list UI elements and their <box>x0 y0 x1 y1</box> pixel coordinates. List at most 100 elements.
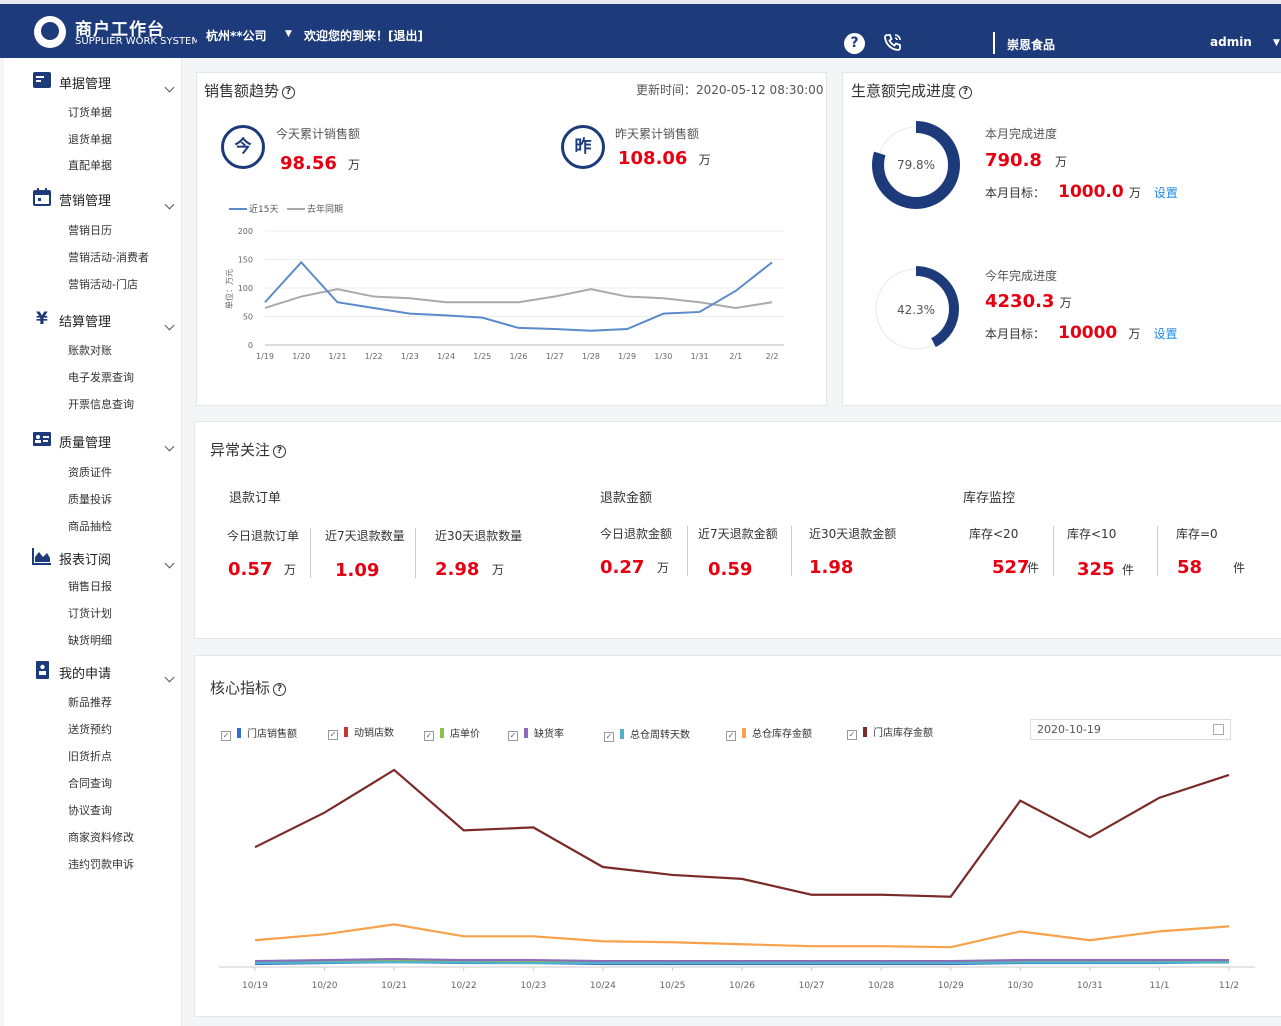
menu-item[interactable]: 营销日历 <box>68 224 112 237</box>
menu-item[interactable]: 商品抽检 <box>68 520 112 533</box>
menu-item[interactable]: 旧货折点 <box>68 750 112 763</box>
month-progress-ring: 79.8% <box>872 121 960 209</box>
menu-head-marketing[interactable]: 营销管理 <box>4 179 182 213</box>
question-icon[interactable]: ? <box>273 445 287 458</box>
card-title: 核心指标? <box>210 677 287 698</box>
menu-item[interactable]: 营销活动-消费者 <box>68 251 149 264</box>
month-target-label: 本月目标： <box>985 186 1046 200</box>
chevron-down-icon[interactable] <box>164 558 175 569</box>
menu-item[interactable]: 营销活动-门店 <box>68 278 138 291</box>
menu-item[interactable]: 新品推荐 <box>68 696 112 709</box>
menu-item[interactable]: 资质证件 <box>68 466 112 479</box>
chevron-down-icon[interactable] <box>164 441 175 452</box>
menu-item[interactable]: 退货单据 <box>68 133 112 146</box>
month-set-link[interactable]: 设置 <box>1153 186 1178 200</box>
chevron-down-icon[interactable] <box>164 672 175 683</box>
menu-item[interactable]: 商家资料修改 <box>68 831 134 844</box>
today-label: 今天累计销售额 <box>276 127 361 141</box>
today-metric: 98.56 万 <box>280 153 360 174</box>
menu-item[interactable]: 合同查询 <box>68 777 112 790</box>
x-tick-label: 11/1 <box>1149 981 1169 991</box>
x-tick-label: 10/30 <box>1007 981 1033 991</box>
legend-label[interactable]: 近15天 <box>249 203 278 215</box>
legend-warehouse-stock[interactable]: ✓ 总仓库存金额 <box>726 728 812 741</box>
help-icon[interactable]: ? <box>844 33 865 54</box>
menu-head-applications[interactable]: 我的申请 <box>4 652 182 686</box>
legend-stockout-rate[interactable]: ✓ 缺货率 <box>508 728 564 741</box>
stat-value: 0.59 <box>708 559 753 580</box>
update-time: 更新时间：2020-05-12 08:30:00 <box>636 83 824 97</box>
user-menu[interactable]: admin <box>1210 35 1252 49</box>
year-set-link[interactable]: 设置 <box>1153 327 1178 341</box>
document-icon <box>33 72 51 88</box>
welcome-logout[interactable]: 欢迎您的到来！[退出] <box>304 29 423 43</box>
menu-item[interactable]: 账款对账 <box>68 344 112 357</box>
menu-item[interactable]: 销售日报 <box>68 580 112 593</box>
inventory-heading: 库存监控 <box>963 491 1016 506</box>
month-target: 本月目标： 1000.0 万 设置 <box>985 182 1178 202</box>
menu-item[interactable]: 缺货明细 <box>68 634 112 647</box>
question-icon[interactable]: ? <box>282 86 296 99</box>
year-progress-ring: 42.3% <box>873 266 959 352</box>
yen-icon: ¥ <box>36 309 48 327</box>
header-divider <box>993 32 995 54</box>
menu-head-quality[interactable]: 质量管理 <box>4 421 182 455</box>
x-tick-label: 1/21 <box>328 352 346 361</box>
yesterday-badge: 昨 <box>561 125 605 169</box>
menu-item[interactable]: 违约罚款申诉 <box>68 858 134 871</box>
menu-item[interactable]: 开票信息查询 <box>68 398 134 411</box>
caret-down-icon[interactable]: ▼ <box>1273 38 1280 48</box>
month-pct-text: 79.8% <box>897 158 935 172</box>
x-tick-label: 1/22 <box>365 352 383 361</box>
menu-item[interactable]: 送货预约 <box>68 723 112 736</box>
stat-unit: 万 <box>657 561 670 575</box>
legend-turnover-days[interactable]: ✓ 总仓周转天数 <box>604 729 690 742</box>
y-tick-label: 200 <box>238 227 253 236</box>
legend-store-price[interactable]: ✓ 店单价 <box>424 728 480 741</box>
menu-item[interactable]: 协议查询 <box>68 804 112 817</box>
date-picker[interactable]: 2020-10-19 <box>1030 719 1231 740</box>
chevron-down-icon[interactable] <box>164 320 175 331</box>
x-tick-label: 10/22 <box>451 981 477 991</box>
month-label: 本月完成进度 <box>985 127 1058 141</box>
menu-item[interactable]: 订货单据 <box>68 106 112 119</box>
y-axis-label: 单位：万元 <box>224 269 234 309</box>
y-tick-label: 100 <box>238 284 253 293</box>
legend-store-stock[interactable]: ✓ 门店库存金额 <box>847 727 933 740</box>
phone-icon[interactable] <box>882 31 904 53</box>
stat-label: 库存=0 <box>1176 527 1218 541</box>
x-tick-label: 1/24 <box>437 352 455 361</box>
today-badge: 今 <box>221 125 265 169</box>
menu-title: 单据管理 <box>59 77 112 92</box>
menu-head-reports[interactable]: 报表订阅 <box>4 538 182 572</box>
year-progress-arc <box>873 266 959 352</box>
legend-store-sales[interactable]: ✓ 门店销售额 <box>221 728 297 741</box>
legend-active-stores[interactable]: ✓ 动销店数 <box>328 727 394 740</box>
year-target-value: 10000 <box>1058 323 1118 343</box>
chevron-down-icon[interactable] <box>164 82 175 93</box>
x-tick-label: 2/1 <box>729 352 742 361</box>
menu-title: 结算管理 <box>59 315 112 330</box>
question-icon[interactable]: ? <box>959 86 973 99</box>
menu-item[interactable]: 直配单据 <box>68 159 112 172</box>
menu-head-documents[interactable]: 单据管理 <box>4 62 182 96</box>
menu-item[interactable]: 电子发票查询 <box>68 371 134 384</box>
caret-down-icon[interactable]: ▼ <box>285 29 292 39</box>
menu-item[interactable]: 订货计划 <box>68 607 112 620</box>
stat-label: 近7天退款金额 <box>698 527 778 541</box>
question-icon[interactable]: ? <box>273 683 287 696</box>
column-divider <box>687 526 688 576</box>
menu-title: 报表订阅 <box>59 553 112 568</box>
yesterday-metric: 108.06 万 <box>618 148 711 169</box>
menu-head-settlement[interactable]: ¥ 结算管理 <box>4 300 182 334</box>
year-label: 今年完成进度 <box>985 269 1058 283</box>
chevron-down-icon[interactable] <box>164 199 175 210</box>
badge-icon <box>36 661 49 679</box>
card-title: 销售额趋势? <box>204 80 296 101</box>
menu-item[interactable]: 质量投诉 <box>68 493 112 506</box>
series-line <box>254 960 1229 965</box>
legend-label[interactable]: 去年同期 <box>307 203 343 215</box>
company-selector[interactable]: 杭州**公司 <box>206 29 267 43</box>
refund-amount-heading: 退款金额 <box>600 491 653 506</box>
calendar-icon[interactable] <box>1213 724 1224 735</box>
